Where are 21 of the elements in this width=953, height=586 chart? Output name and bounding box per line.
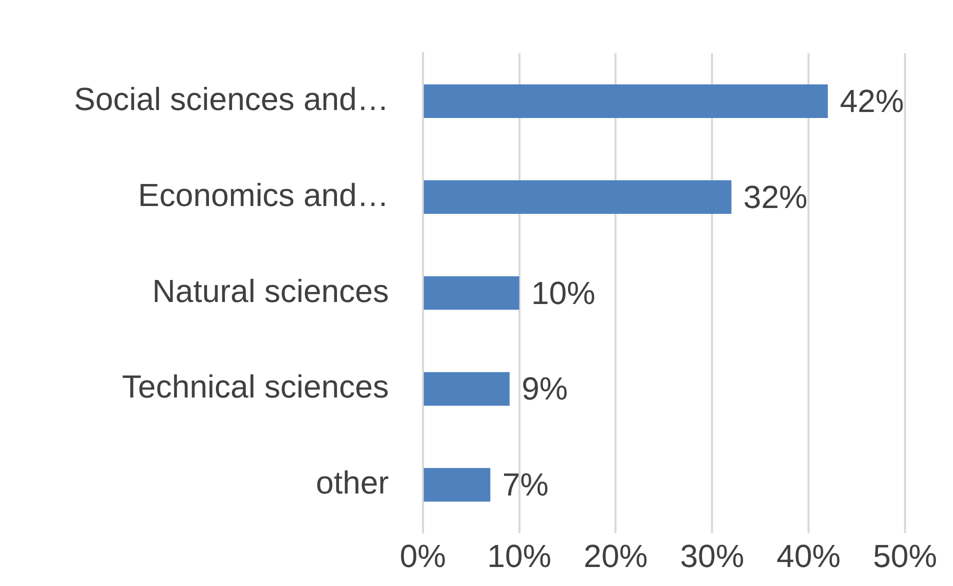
y-tick-label: Social sciences and… xyxy=(74,80,389,117)
y-tick-label: Technical sciences xyxy=(122,368,389,405)
data-label: 10% xyxy=(531,274,596,311)
x-tick-label: 50% xyxy=(872,538,938,574)
y-tick-label: Economics and… xyxy=(138,176,389,213)
y-tick-label: Natural sciences xyxy=(152,272,389,309)
bar xyxy=(424,276,520,310)
data-label: 9% xyxy=(522,370,568,407)
x-tick-label: 0% xyxy=(400,538,446,574)
data-label: 32% xyxy=(743,178,808,215)
bar xyxy=(424,372,510,406)
bar xyxy=(424,180,732,214)
data-label: 42% xyxy=(840,82,904,119)
x-tick-label: 20% xyxy=(584,538,648,574)
bar xyxy=(424,468,490,502)
data-label: 7% xyxy=(502,466,549,503)
y-tick-label: other xyxy=(316,464,390,501)
x-tick-label: 30% xyxy=(680,538,744,574)
x-tick-label: 40% xyxy=(776,538,841,574)
x-tick-label: 10% xyxy=(487,538,552,574)
bar xyxy=(424,84,828,118)
